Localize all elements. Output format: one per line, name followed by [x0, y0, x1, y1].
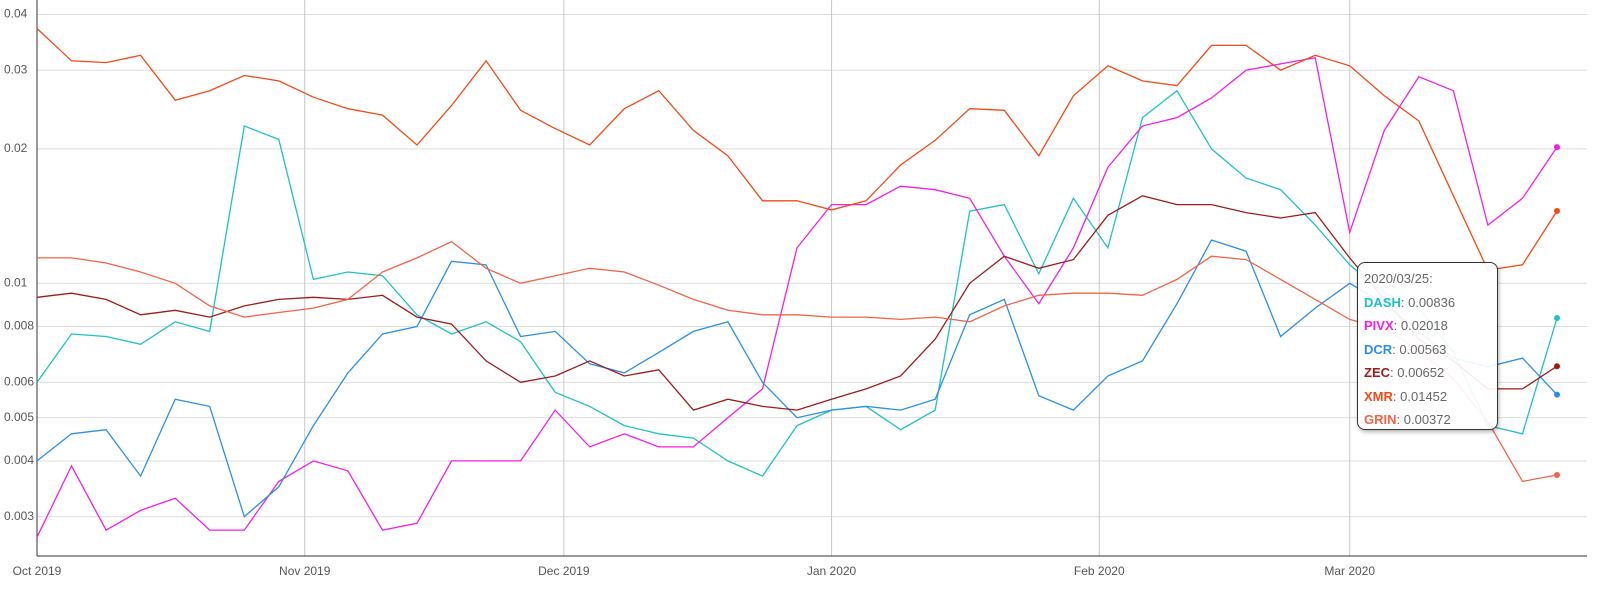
x-tick-label: Jan 2020	[807, 564, 857, 578]
tooltip-series-name: DASH	[1364, 295, 1404, 310]
end-point	[1554, 144, 1560, 151]
tooltip-value: 0.00563	[1399, 341, 1447, 357]
series-line	[36, 239, 1558, 518]
end-point	[1554, 315, 1560, 322]
y-tick-label: 0.004	[4, 453, 34, 467]
tooltip-series-name: DCR	[1364, 342, 1396, 357]
series-line	[36, 89, 1558, 477]
y-tick-label: 0.02	[4, 141, 28, 155]
y-tick-label: 0.01	[4, 275, 28, 289]
tooltip-series-name: PIVX	[1364, 318, 1397, 333]
tooltip-value: 0.02018	[1400, 318, 1448, 333]
end-point	[1554, 207, 1560, 214]
y-tick-label: 0.006	[4, 374, 34, 388]
x-tick-label: Oct 2019	[13, 564, 62, 578]
x-tick-label: Feb 2020	[1074, 564, 1125, 578]
tooltip-value: 0.00372	[1403, 412, 1451, 427]
tooltip-series-name: ZEC	[1364, 365, 1394, 380]
tooltip-row: XMR 0.01452	[1364, 385, 1491, 409]
end-point	[1554, 391, 1560, 398]
tooltip-row: GRIN 0.00372	[1364, 408, 1491, 432]
x-tick-label: Mar 2020	[1324, 564, 1375, 578]
x-tick-label: Nov 2019	[279, 564, 331, 578]
tooltip-row: DASH 0.00836	[1364, 291, 1491, 315]
y-tick-label: 0.03	[4, 62, 28, 76]
tooltip-date: 2020/03/25	[1364, 271, 1433, 286]
end-point	[1554, 472, 1560, 479]
tooltip-value: 0.00652	[1397, 365, 1445, 380]
tooltip-row: ZEC 0.00652	[1364, 361, 1491, 385]
y-tick-label: 0.04	[4, 7, 28, 21]
tooltip-row: PIVX 0.02018	[1364, 314, 1491, 338]
tooltip-series-name: XMR	[1364, 389, 1397, 404]
tooltip-row: DCR 0.00563	[1364, 338, 1491, 362]
series-line	[37, 240, 1558, 483]
series-line	[36, 28, 1558, 271]
y-tick-label: 0.005	[4, 410, 34, 424]
x-tick-label: Dec 2019	[538, 564, 590, 578]
y-tick-label: 0.008	[4, 319, 34, 333]
tooltip-value: 0.01452	[1400, 388, 1448, 404]
tooltip-series-name: GRIN	[1364, 412, 1400, 427]
tooltip-row: 2020/03/25	[1364, 267, 1491, 291]
end-point	[1554, 363, 1560, 370]
y-tick-label: 0.003	[4, 509, 34, 523]
series-line	[36, 195, 1558, 411]
tooltip-value: 0.00836	[1408, 294, 1456, 310]
